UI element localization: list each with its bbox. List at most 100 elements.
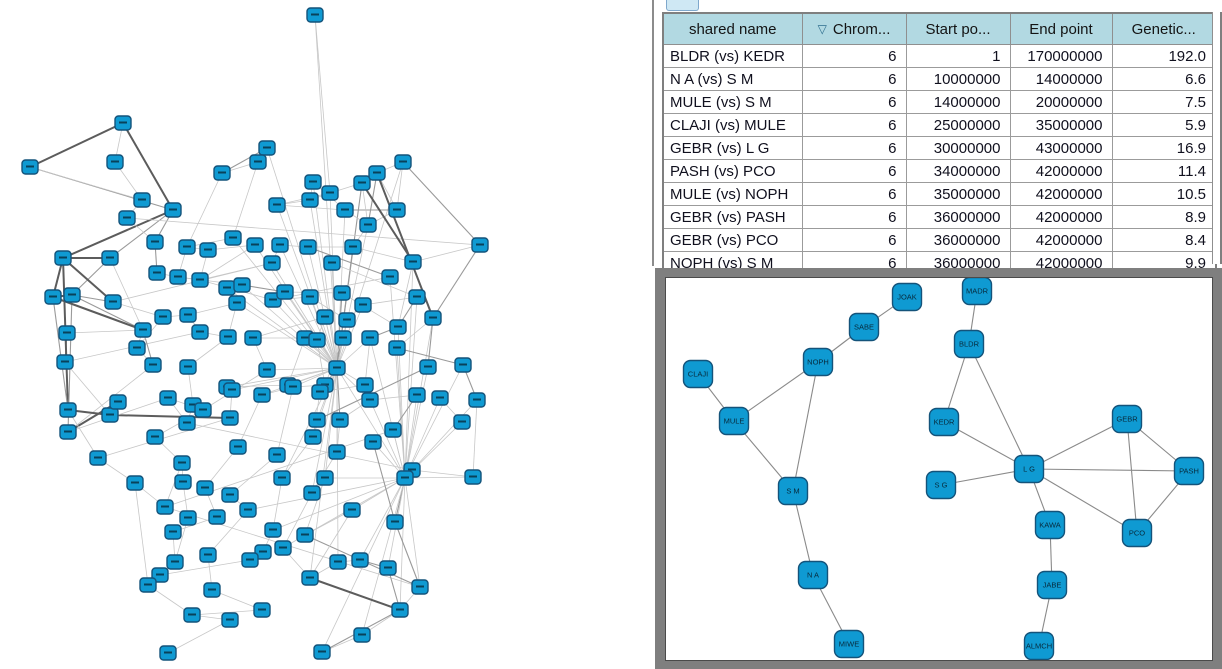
network-node[interactable] [229,439,247,455]
network-node[interactable] [21,159,39,175]
network-edge[interactable] [271,262,338,369]
network-edge[interactable] [404,477,421,588]
network-node[interactable] [146,429,164,445]
network-node[interactable] [191,272,209,288]
network-node[interactable] [408,289,426,305]
network-node[interactable] [44,289,62,305]
network-node[interactable] [178,415,196,431]
network-node[interactable] [343,502,361,518]
network-node[interactable] [334,330,352,346]
network-node[interactable] [468,392,486,408]
network-node[interactable] [139,577,157,593]
network-node[interactable] [221,612,239,628]
network-node[interactable]: JOAK [891,282,923,312]
network-node[interactable] [333,285,351,301]
network-edge[interactable] [397,261,414,328]
network-node[interactable]: NOPH [802,347,834,377]
network-edge[interactable] [62,209,174,259]
network-edge[interactable] [29,166,143,201]
table-row[interactable]: GEBR (vs) PASH 6 36000000 42000000 8.9 [662,205,1217,229]
network-edge[interactable] [361,477,406,636]
network-edge[interactable] [392,429,406,479]
network-edge[interactable] [276,386,294,456]
network-node[interactable] [106,154,124,170]
network-edge[interactable] [404,296,418,479]
network-node[interactable] [263,255,281,271]
network-node[interactable] [133,192,151,208]
network-edge[interactable] [29,122,124,168]
network-node[interactable]: S M [777,476,809,506]
network-node[interactable] [391,602,409,618]
network-edge[interactable] [186,422,413,471]
network-edge[interactable] [361,182,414,263]
network-node[interactable] [313,644,331,660]
network-edge[interactable] [232,161,259,239]
network-node[interactable] [296,527,314,543]
network-node[interactable] [56,354,74,370]
network-node[interactable]: JABE [1036,570,1068,600]
network-edge[interactable] [362,296,418,306]
network-node[interactable] [249,154,267,170]
network-edge[interactable] [336,367,406,479]
network-node[interactable] [316,309,334,325]
network-node[interactable] [471,237,489,253]
network-node[interactable] [151,567,169,583]
network-edge[interactable] [97,417,231,459]
network-edge[interactable] [396,347,464,366]
network-edge[interactable] [272,477,406,531]
table-row[interactable]: GEBR (vs) L G 6 30000000 43000000 16.9 [662,136,1217,160]
network-node[interactable] [89,450,107,466]
network-node[interactable] [311,384,329,400]
table-row[interactable]: N A (vs) S M 6 10000000 14000000 6.6 [662,67,1217,91]
network-node[interactable] [304,429,322,445]
network-edge[interactable] [159,559,251,576]
network-edge[interactable] [71,294,144,331]
network-node[interactable] [228,295,246,311]
network-node[interactable] [308,412,326,428]
network-node[interactable] [174,474,192,490]
table-row[interactable]: GEBR (vs) PCO 6 36000000 42000000 8.4 [662,228,1217,252]
network-node[interactable] [361,330,379,346]
network-edge[interactable] [472,399,478,478]
column-header-start-point[interactable]: Start po... [905,12,1011,45]
network-edge[interactable] [199,244,256,281]
network-edge[interactable] [792,361,819,492]
network-node[interactable] [218,280,236,296]
network-node[interactable] [246,237,264,253]
network-node[interactable] [109,394,127,410]
network-node[interactable] [388,202,406,218]
network-edge[interactable] [968,343,1030,470]
network-node[interactable]: KEDR [928,407,960,437]
network-node[interactable] [328,360,346,376]
network-node[interactable] [331,412,349,428]
network-node[interactable] [453,414,471,430]
network-node[interactable] [301,289,319,305]
network-node[interactable] [381,269,399,285]
network-edge[interactable] [1126,418,1138,534]
network-node[interactable] [388,340,406,356]
network-edge[interactable] [336,246,354,369]
column-header-shared-name[interactable]: shared name [662,12,803,45]
network-edge[interactable] [287,337,306,386]
table-row[interactable]: MULE (vs) S M 6 14000000 20000000 7.5 [662,90,1217,114]
network-node[interactable] [276,284,294,300]
network-edge[interactable] [372,441,396,523]
network-node[interactable] [271,237,289,253]
network-node[interactable] [268,447,286,463]
network-edge[interactable] [134,482,149,586]
network-node[interactable] [179,307,197,323]
network-node[interactable] [196,480,214,496]
network-node[interactable] [179,510,197,526]
network-edge[interactable] [394,521,421,588]
network-node[interactable] [394,154,412,170]
panel-splitter[interactable] [652,0,654,266]
network-node[interactable] [101,250,119,266]
network-node[interactable] [213,165,231,181]
network-node[interactable]: N A [797,560,829,590]
network-edge[interactable] [364,337,371,386]
network-node[interactable] [303,485,321,501]
network-node[interactable] [114,115,132,131]
network-node[interactable]: PASH [1173,456,1205,486]
network-node[interactable] [164,202,182,218]
network-node[interactable] [419,359,437,375]
